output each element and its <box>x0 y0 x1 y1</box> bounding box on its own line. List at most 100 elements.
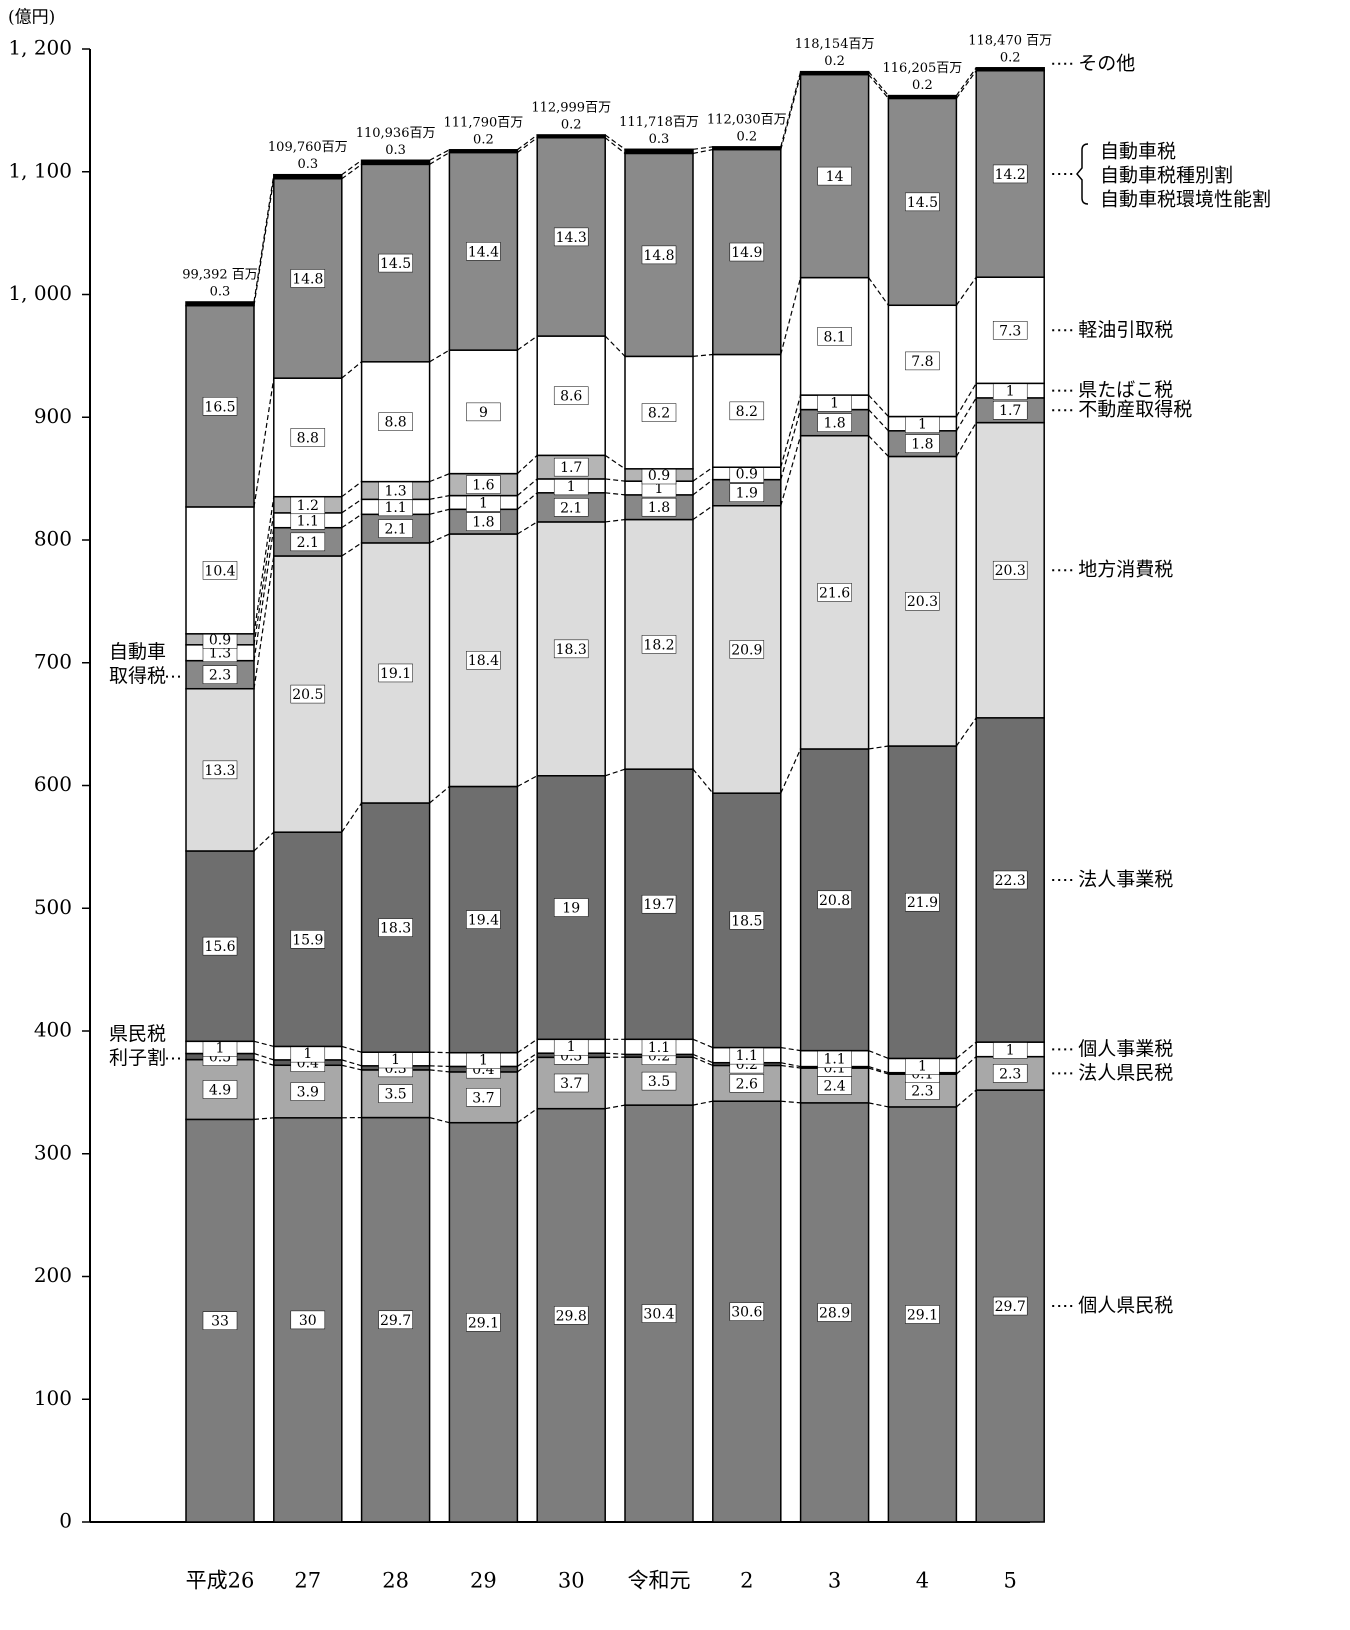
value-label-box <box>378 1310 413 1330</box>
connector <box>868 1066 889 1074</box>
value-label: 0.2 <box>1000 50 1021 65</box>
connector <box>868 1050 889 1059</box>
annotation: 利子割 <box>109 1047 166 1069</box>
value-label-box <box>992 400 1028 420</box>
y-tick-label: 600 <box>34 772 72 796</box>
value-label-box <box>290 930 326 949</box>
bar-segment <box>273 173 343 180</box>
connector <box>253 527 275 661</box>
connector <box>780 435 802 506</box>
value-label-box <box>202 397 238 416</box>
bar-segment <box>536 134 606 139</box>
connector <box>253 174 275 303</box>
y-tick-label: 300 <box>34 1140 72 1164</box>
value-label-box <box>466 512 501 531</box>
value-label-box <box>466 1313 501 1332</box>
value-label: 8.1 <box>823 329 845 345</box>
value-label: 18.3 <box>380 921 411 937</box>
value-label-box <box>905 591 940 611</box>
value-label: 14.4 <box>468 244 499 260</box>
value-label: 30.4 <box>643 1307 674 1323</box>
connector <box>692 146 713 150</box>
value-label: 1.1 <box>297 513 319 529</box>
value-label: 1.7 <box>999 403 1021 419</box>
total-label: 116,205百万 <box>883 61 963 76</box>
x-tick-label: 28 <box>382 1569 409 1593</box>
connector <box>780 748 802 794</box>
value-label: 0.3 <box>649 132 670 147</box>
y-tick-label: 400 <box>34 1018 72 1042</box>
value-label-box <box>817 1303 852 1322</box>
y-axis-label: (億円) <box>8 8 55 28</box>
value-label-box <box>641 635 677 654</box>
value-label: 14.5 <box>380 256 411 272</box>
connector <box>692 1053 714 1064</box>
x-tick-label: 4 <box>916 1569 929 1593</box>
connector <box>780 409 802 480</box>
connector <box>692 1056 714 1066</box>
value-label-box <box>905 1305 940 1324</box>
value-label: 18.3 <box>556 642 587 658</box>
connector <box>692 466 714 482</box>
connector <box>516 454 538 475</box>
value-label: 8.8 <box>384 415 406 431</box>
value-label: 30.6 <box>731 1305 762 1321</box>
value-label-box <box>466 475 501 494</box>
value-label-box <box>290 1310 326 1330</box>
value-label: 7.3 <box>999 323 1021 339</box>
value-label-box <box>290 428 326 447</box>
value-label: 8.8 <box>297 430 319 446</box>
value-label-box <box>378 1084 413 1103</box>
value-label: 1 <box>1006 384 1015 400</box>
connector <box>605 1104 626 1110</box>
bar-segment <box>624 148 694 155</box>
value-label-box <box>729 483 765 502</box>
connector <box>429 152 450 165</box>
connector <box>253 1117 274 1120</box>
total-label: 118,470 百万 <box>968 33 1052 48</box>
value-label-box <box>817 166 852 186</box>
connector <box>955 383 977 417</box>
connector <box>253 512 275 645</box>
connector <box>517 1108 538 1124</box>
x-tick-label: 令和元 <box>628 1569 691 1593</box>
value-label: 14.5 <box>907 195 938 211</box>
connector <box>429 1065 450 1068</box>
bar-segment <box>887 94 958 100</box>
value-label: 2.4 <box>823 1078 845 1094</box>
value-label: 19.4 <box>468 913 499 929</box>
value-label: 1.7 <box>560 460 582 476</box>
connector <box>341 163 362 180</box>
value-label-box <box>905 192 940 212</box>
connector <box>605 1052 626 1055</box>
connector <box>604 137 626 154</box>
value-label: 0.2 <box>912 78 933 93</box>
connector <box>604 134 626 150</box>
value-label-box <box>378 663 413 683</box>
value-label-box <box>553 1073 589 1093</box>
value-label: 1 <box>567 1039 576 1055</box>
connector <box>605 478 626 482</box>
connector <box>517 335 538 351</box>
series-label: 法人県民税 <box>1078 1062 1173 1084</box>
value-label: 20.9 <box>731 642 762 658</box>
value-label-box <box>466 1088 501 1107</box>
y-tick-label: 700 <box>34 649 72 673</box>
value-label: 15.6 <box>204 939 235 955</box>
value-label: 15.9 <box>292 932 323 948</box>
value-label: 1.1 <box>384 500 406 516</box>
value-label-box <box>641 894 677 914</box>
value-label: 1.9 <box>736 486 758 502</box>
connector <box>429 786 450 804</box>
value-label: 19 <box>562 901 580 917</box>
value-label-box <box>992 164 1028 184</box>
value-label: 14.8 <box>292 271 323 287</box>
y-tick-label: 200 <box>34 1263 72 1287</box>
connector <box>604 454 626 470</box>
value-label-box <box>290 532 326 552</box>
value-label: 0.9 <box>209 632 231 648</box>
connector <box>780 1062 801 1068</box>
value-label: 22.3 <box>995 873 1026 889</box>
connector <box>517 1056 538 1073</box>
value-label: 13.3 <box>204 763 235 779</box>
